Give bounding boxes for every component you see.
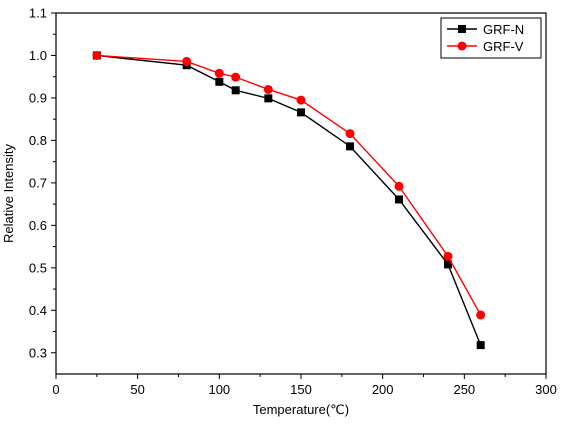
data-point-grf-v bbox=[345, 129, 355, 139]
data-point-grf-v bbox=[296, 95, 306, 105]
data-point-grf-n bbox=[395, 195, 403, 204]
series-line-grf-n bbox=[96, 54, 482, 346]
legend-label-grf-v: GRF-V bbox=[483, 39, 524, 54]
data-point-grf-v bbox=[394, 181, 404, 191]
data-point-grf-n bbox=[215, 77, 224, 86]
y-tick-label: 0.8 bbox=[29, 133, 47, 148]
legend-marker-grf-v bbox=[457, 41, 467, 51]
data-point-grf-v bbox=[214, 68, 224, 78]
series-line-grf-v bbox=[96, 54, 482, 316]
legend-marker-grf-n bbox=[458, 25, 466, 33]
y-tick-label: 1.1 bbox=[29, 6, 47, 21]
y-tick-label: 1.0 bbox=[29, 48, 47, 63]
data-point-grf-v bbox=[443, 251, 453, 261]
x-tick-label: 200 bbox=[372, 382, 394, 397]
x-tick-label: 50 bbox=[130, 382, 144, 397]
series-layer bbox=[92, 50, 486, 350]
data-point-grf-v bbox=[92, 50, 102, 60]
data-point-grf-n bbox=[346, 142, 354, 151]
legend-box bbox=[440, 17, 542, 59]
data-point-grf-n bbox=[231, 86, 240, 95]
data-point-grf-n bbox=[297, 108, 305, 117]
data-point-grf-n bbox=[444, 260, 452, 269]
y-tick-label: 0.5 bbox=[29, 260, 47, 275]
data-point-grf-v bbox=[476, 310, 486, 320]
x-axis-title: Temperature(℃) bbox=[253, 402, 349, 417]
data-point-grf-v bbox=[231, 72, 241, 82]
legend-label-grf-n: GRF-N bbox=[483, 22, 524, 37]
x-tick-label: 250 bbox=[453, 382, 475, 397]
y-tick-label: 0.4 bbox=[29, 303, 47, 318]
axes-layer: 0 50 100 150 200 250 300 0.3 0.4 0.5 0.6 0.7 0.8 0.9 1… bbox=[29, 6, 557, 398]
x-tick-label: 0 bbox=[52, 382, 59, 397]
y-tick-label: 0.9 bbox=[29, 90, 47, 105]
x-tick-label: 300 bbox=[535, 382, 557, 397]
y-axis-title: Relative Intensity bbox=[1, 144, 16, 243]
data-point-grf-n bbox=[264, 94, 273, 103]
x-tick-label: 150 bbox=[290, 382, 312, 397]
data-point-grf-v bbox=[182, 56, 192, 66]
x-tick-label: 100 bbox=[208, 382, 230, 397]
legend: GRF-N GRF-V bbox=[440, 17, 542, 59]
data-point-grf-n bbox=[476, 341, 485, 350]
plot-frame bbox=[55, 12, 547, 375]
y-tick-label: 0.3 bbox=[29, 345, 47, 360]
y-tick-label: 0.6 bbox=[29, 218, 47, 233]
y-tick-label: 0.7 bbox=[29, 175, 47, 190]
data-point-grf-v bbox=[263, 84, 273, 94]
